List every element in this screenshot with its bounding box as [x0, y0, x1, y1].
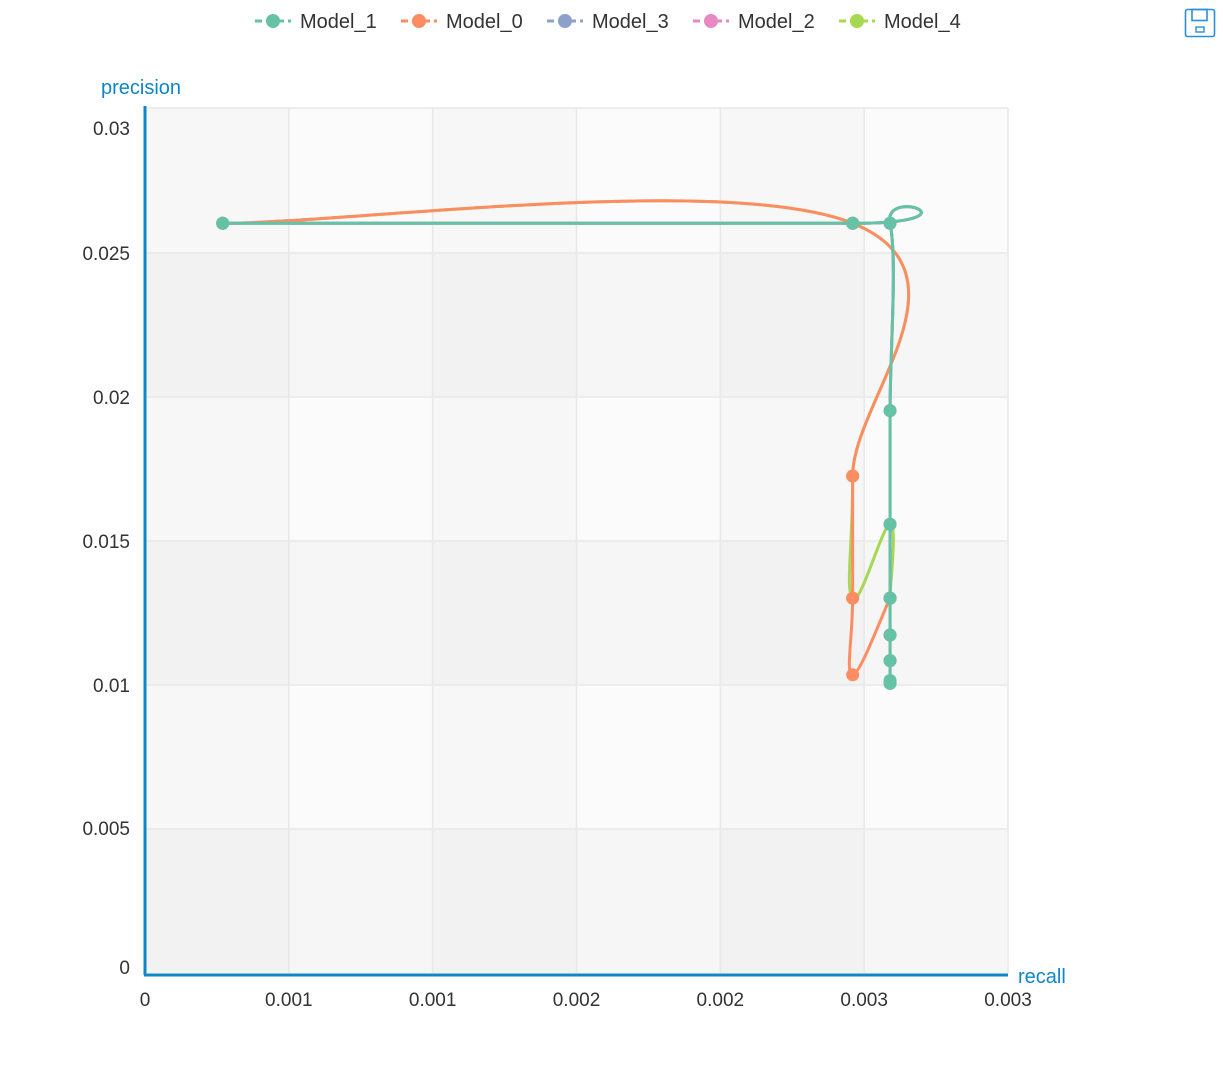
- data-point[interactable]: [846, 469, 860, 483]
- data-point[interactable]: [883, 216, 897, 230]
- tick-labels: 0 0.001 0.001 0.002 0.002 0.003 0.003 0 0.005 0.0…: [82, 119, 1031, 1011]
- plot-band: [432, 108, 577, 253]
- plot-band: [145, 253, 289, 397]
- plot-band: [288, 541, 433, 685]
- plot-band: [576, 829, 721, 973]
- plot-band: [432, 829, 577, 973]
- data-point[interactable]: [883, 676, 897, 690]
- legend-label: Model_1: [300, 11, 377, 33]
- grid-lines: [145, 107, 1009, 973]
- plot-band: [145, 397, 289, 541]
- x-tick-label: 0.002: [553, 990, 601, 1011]
- axes: [143, 106, 1008, 977]
- legend-label: Model_4: [884, 11, 961, 33]
- series-model-1: [216, 205, 923, 690]
- plot-band: [864, 108, 1008, 253]
- data-point[interactable]: [846, 591, 860, 605]
- plot-band: [432, 397, 577, 541]
- data-point[interactable]: [883, 591, 897, 605]
- y-tick-label: 0.025: [82, 244, 130, 265]
- plot-band: [432, 685, 577, 829]
- plot-band: [432, 541, 577, 685]
- legend: Model_1 Model_0 Model_3 Model_2 Model_4: [255, 11, 961, 33]
- plot-band: [576, 685, 721, 829]
- plot-band: [720, 397, 865, 541]
- y-axis-title: precision: [101, 77, 181, 99]
- plot-band: [576, 541, 721, 685]
- legend-swatch-marker: [412, 14, 426, 28]
- legend-item-model-0[interactable]: Model_0: [401, 11, 523, 33]
- series-layer: [216, 199, 923, 690]
- data-point[interactable]: [883, 404, 897, 418]
- plot-band: [145, 685, 289, 829]
- save-icon[interactable]: [1184, 8, 1216, 38]
- plot-band: [145, 108, 289, 253]
- plot-band: [288, 829, 433, 973]
- x-tick-label: 0.003: [984, 990, 1032, 1011]
- plot-band: [432, 253, 577, 397]
- plot-band: [576, 108, 721, 253]
- legend-swatch-marker: [704, 14, 718, 28]
- legend-label: Model_2: [738, 11, 815, 33]
- plot-band: [288, 397, 433, 541]
- legend-item-model-4[interactable]: Model_4: [839, 11, 961, 33]
- y-tick-label: 0.01: [93, 676, 130, 697]
- plot-band: [576, 253, 721, 397]
- x-tick-label: 0: [140, 990, 151, 1011]
- plot-band: [720, 108, 865, 253]
- plot-band: [288, 108, 433, 253]
- plot-band: [720, 829, 865, 973]
- x-axis-title: recall: [1018, 966, 1066, 988]
- plot-band: [720, 253, 865, 397]
- data-point[interactable]: [846, 668, 860, 682]
- plot-band: [864, 829, 1008, 973]
- plot-band: [576, 397, 721, 541]
- plot-band: [145, 541, 289, 685]
- y-tick-label: 0.005: [82, 819, 130, 840]
- plot-band: [720, 685, 865, 829]
- legend-swatch-marker: [850, 14, 864, 28]
- x-tick-label: 0.001: [409, 990, 457, 1011]
- plot-band: [864, 685, 1008, 829]
- legend-label: Model_0: [446, 11, 523, 33]
- plot-band: [145, 829, 289, 973]
- legend-item-model-3[interactable]: Model_3: [547, 11, 669, 33]
- legend-label: Model_3: [592, 11, 669, 33]
- plot-background: [145, 108, 1008, 973]
- data-point[interactable]: [846, 216, 860, 230]
- plot-band: [864, 397, 1008, 541]
- data-point[interactable]: [216, 216, 230, 230]
- x-tick-label: 0.001: [265, 990, 313, 1011]
- y-tick-label: 0: [119, 958, 130, 979]
- x-tick-label: 0.003: [840, 990, 888, 1011]
- data-point[interactable]: [883, 517, 897, 531]
- y-tick-label: 0.03: [93, 119, 130, 140]
- y-tick-label: 0.015: [82, 532, 130, 553]
- legend-item-model-2[interactable]: Model_2: [693, 11, 815, 33]
- plot-band: [288, 253, 433, 397]
- data-point[interactable]: [883, 654, 897, 668]
- plot-band: [288, 685, 433, 829]
- legend-item-model-1[interactable]: Model_1: [255, 11, 377, 33]
- y-tick-label: 0.02: [93, 388, 130, 409]
- data-point[interactable]: [883, 628, 897, 642]
- legend-swatch-marker: [558, 14, 572, 28]
- legend-swatch-marker: [266, 14, 280, 28]
- plot-band: [720, 541, 865, 685]
- x-tick-label: 0.002: [697, 990, 745, 1011]
